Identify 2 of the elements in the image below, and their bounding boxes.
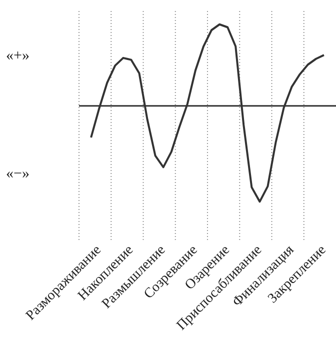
text: «+» [6, 48, 30, 65]
text: «−» [6, 166, 30, 183]
